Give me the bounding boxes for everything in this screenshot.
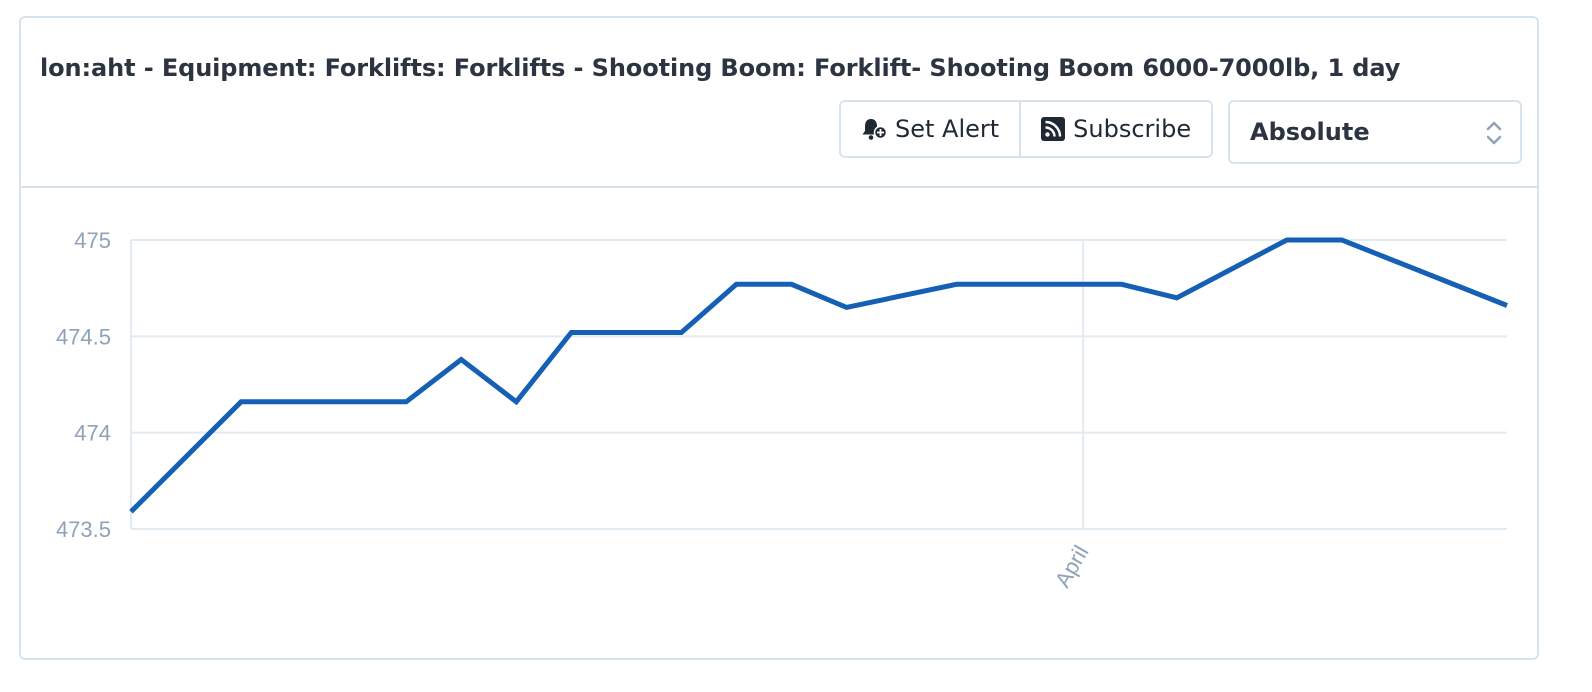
subscribe-label: Subscribe xyxy=(1073,115,1192,143)
x-tick-label: April xyxy=(1050,541,1094,592)
scale-select-value: Absolute xyxy=(1250,118,1370,146)
y-tick-label: 474.5 xyxy=(56,324,111,349)
y-tick-label: 474 xyxy=(74,421,111,446)
scale-select[interactable]: Absolute xyxy=(1228,100,1522,164)
subscribe-button[interactable]: Subscribe xyxy=(1019,102,1212,156)
set-alert-label: Set Alert xyxy=(895,115,1000,143)
set-alert-button[interactable]: Set Alert xyxy=(841,102,1020,156)
chart-card: lon:aht - Equipment: Forklifts: Forklift… xyxy=(19,16,1539,660)
rss-icon xyxy=(1041,117,1066,141)
series-line xyxy=(129,237,1508,514)
chart-title: lon:aht - Equipment: Forklifts: Forklift… xyxy=(40,54,1401,82)
y-tick-label: 475 xyxy=(74,228,111,253)
action-button-group: Set Alert Subscribe xyxy=(839,100,1214,158)
card-header: lon:aht - Equipment: Forklifts: Forklift… xyxy=(21,18,1537,188)
bell-plus-icon xyxy=(861,117,887,141)
updown-chevron-icon xyxy=(1484,120,1504,151)
y-tick-label: 473.5 xyxy=(56,517,111,542)
